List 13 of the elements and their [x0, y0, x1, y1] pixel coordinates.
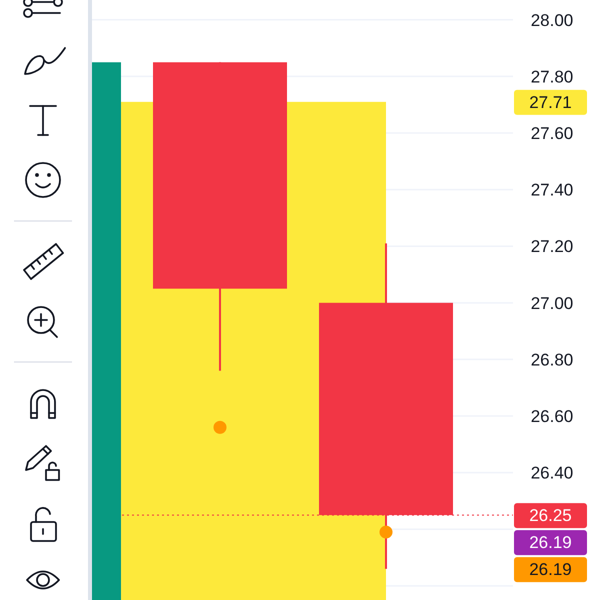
y-tick-label: 26.60 [530, 406, 574, 426]
text: 26.19 [529, 560, 572, 580]
y-tick-label: 26.80 [530, 350, 574, 370]
ref-line-label: 26.25 [529, 506, 572, 526]
text: 27.71 [529, 93, 572, 112]
y-tick-label: 26.40 [530, 464, 574, 483]
y-tick-label: 28.00 [530, 10, 574, 30]
y-tick-label: 27.80 [530, 67, 574, 86]
y-tick-label: 27.00 [530, 294, 574, 313]
y-tick-label: 27.60 [530, 124, 574, 143]
text: 26.19 [529, 533, 572, 552]
y-tick-label: 27.40 [530, 180, 574, 200]
y-tick-label: 27.20 [530, 237, 574, 256]
